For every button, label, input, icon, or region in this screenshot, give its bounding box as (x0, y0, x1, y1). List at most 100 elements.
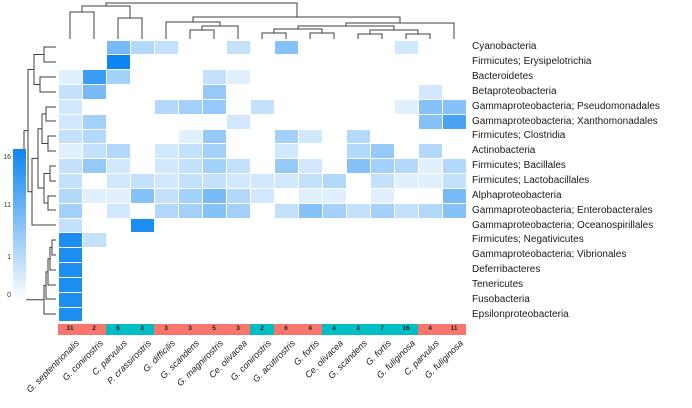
heatmap-cell (58, 144, 82, 159)
annotation-bar-cell: 3 (226, 323, 250, 335)
heatmap-cell (82, 114, 106, 129)
row-label: Tenericutes (472, 278, 524, 290)
heatmap-cell (298, 129, 322, 144)
heatmap-cell (58, 218, 82, 233)
annotation-sample-count: 2 (260, 325, 264, 332)
heatmap-cell (274, 159, 298, 174)
heatmap-cell (346, 144, 370, 159)
heatmap-cell (442, 174, 466, 188)
row-label: Alphaproteobacteria (472, 189, 562, 201)
heatmap-cell (130, 218, 154, 233)
annotation-bar-cell: 6 (106, 323, 130, 335)
heatmap-cell (418, 174, 442, 188)
heatmap-cell (274, 203, 298, 218)
heatmap-cell (298, 203, 322, 218)
annotation-sample-count: 3 (164, 325, 168, 332)
heatmap-cell (178, 99, 202, 114)
heatmap-cell (274, 129, 298, 144)
heatmap-cell (202, 174, 226, 188)
heatmap-cell (82, 70, 106, 84)
heatmap-cell (106, 144, 130, 159)
heatmap-cell (202, 144, 226, 159)
row-label: Gammaproteobacteria; Vibrionales (472, 249, 627, 261)
heatmap-cell (58, 233, 82, 248)
heatmap-cell (418, 203, 442, 218)
heatmap-cell (178, 203, 202, 218)
heatmap-cell (370, 174, 394, 188)
heatmap-cell (442, 203, 466, 218)
heatmap-cell (154, 203, 178, 218)
heatmap-cell (418, 85, 442, 99)
heatmap-cell (346, 203, 370, 218)
heatmap-cell (106, 174, 130, 188)
heatmap-cell (82, 144, 106, 159)
heatmap-cell (58, 114, 82, 129)
heatmap-cell (178, 144, 202, 159)
heatmap-cell (274, 144, 298, 159)
heatmap-cell (250, 99, 274, 114)
annotation-bar-cell: 3 (130, 323, 154, 335)
heatmap-cell (178, 129, 202, 144)
heatmap-cell (226, 70, 250, 84)
heatmap-cell (442, 99, 466, 114)
heatmap-cell (202, 70, 226, 84)
heatmap-cell (298, 188, 322, 203)
heatmap-cell (226, 203, 250, 218)
legend-tick: 16 (3, 154, 11, 162)
heatmap-cell (58, 307, 82, 322)
heatmap-cell (154, 159, 178, 174)
heatmap-cell (154, 144, 178, 159)
heatmap-cell (154, 40, 178, 55)
heatmap-cell (202, 188, 226, 203)
annotation-sample-count: 7 (380, 325, 384, 332)
heatmap-cell (226, 159, 250, 174)
heatmap-cell (202, 85, 226, 99)
heatmap-cell (82, 188, 106, 203)
annotation-bar-cell: 3 (178, 323, 202, 335)
annotation-bar-cell: 2 (82, 323, 106, 335)
annotation-sample-count: 3 (356, 325, 360, 332)
annotation-bar-cell: 2 (250, 323, 274, 335)
row-label: Gammaproteobacteria; Enterobacterales (472, 204, 653, 216)
heatmap-cell (202, 159, 226, 174)
heatmap-cell (346, 129, 370, 144)
heatmap-cell (202, 203, 226, 218)
heatmap-cell (154, 188, 178, 203)
annotation-sample-count: 3 (236, 325, 240, 332)
legend-tick: 11 (3, 202, 11, 210)
heatmap-cell (394, 174, 418, 188)
annotation-sample-count: 2 (92, 325, 96, 332)
heatmap-cell (58, 85, 82, 99)
annotation-sample-count: 3 (188, 325, 192, 332)
heatmap-cell (58, 188, 82, 203)
heatmap-cell (58, 174, 82, 188)
heatmap-cell (82, 233, 106, 248)
heatmap-cell (322, 188, 346, 203)
heatmap-cell (418, 99, 442, 114)
heatmap-cell (106, 203, 130, 218)
annotation-bar-cell: 31 (58, 323, 82, 335)
heatmap-cell (82, 85, 106, 99)
annotation-sample-count: 11 (450, 325, 458, 332)
annotation-bar-cell: 4 (418, 323, 442, 335)
heatmap-cell (178, 188, 202, 203)
annotation-sample-count: 4 (308, 325, 312, 332)
heatmap-cell (106, 159, 130, 174)
heatmap-cell (394, 159, 418, 174)
heatmap-cell (58, 263, 82, 277)
heatmap-cell (322, 203, 346, 218)
heatmap-cell (178, 174, 202, 188)
row-label: Betaproteobacteria (472, 85, 557, 97)
heatmap-cell (418, 144, 442, 159)
annotation-sample-count: 6 (284, 325, 288, 332)
heatmap-cell (106, 40, 130, 55)
heatmap-cell (274, 174, 298, 188)
heatmap-cell (298, 159, 322, 174)
row-label: Fusobacteria (472, 293, 530, 305)
annotation-bar-cell: 7 (370, 323, 394, 335)
heatmap-cell (394, 203, 418, 218)
heatmap-cell (106, 70, 130, 84)
heatmap-cell (250, 174, 274, 188)
color-scale-legend (13, 149, 26, 301)
